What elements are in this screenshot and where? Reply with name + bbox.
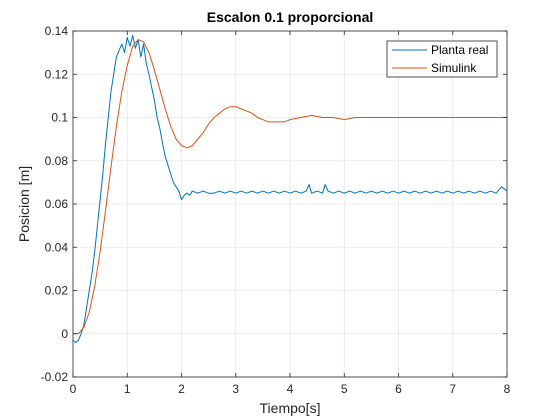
x-tick-label: 3 xyxy=(232,382,239,396)
legend: Planta real Simulink xyxy=(386,40,498,78)
x-tick-label: 6 xyxy=(395,382,402,396)
tick-marks xyxy=(72,30,508,378)
series-line-planta-real xyxy=(72,34,508,343)
x-axis-title: Tiempo[s] xyxy=(260,400,321,416)
series-line-simulink xyxy=(73,39,507,335)
x-tick-label: 1 xyxy=(124,382,131,396)
x-tick-label: 0 xyxy=(70,382,77,396)
y-tick-label: 0.08 xyxy=(45,154,69,168)
x-tick-label: 4 xyxy=(287,382,294,396)
y-tick-label: 0.1 xyxy=(51,111,68,125)
y-tick-label: 0 xyxy=(61,327,68,341)
y-tick-label: 0.02 xyxy=(45,284,69,298)
y-tick-label: 0.12 xyxy=(45,67,69,81)
tick-labels: 0 1 2 3 4 5 6 7 8-0.0200.020.040.060.080.10.120.… xyxy=(41,24,511,396)
legend-label-planta-real: Planta real xyxy=(431,43,488,57)
y-tick-label: 0.14 xyxy=(45,24,69,38)
legend-box xyxy=(386,40,498,78)
y-tick-label: 0.04 xyxy=(45,240,69,254)
chart-title: Escalon 0.1 proporcional xyxy=(207,9,374,25)
series-lines xyxy=(72,34,508,343)
y-tick-label: 0.06 xyxy=(45,197,69,211)
x-tick-label: 7 xyxy=(449,382,456,396)
legend-label-simulink: Simulink xyxy=(431,61,477,75)
x-tick-label: 5 xyxy=(341,382,348,396)
x-tick-label: 8 xyxy=(504,382,511,396)
y-axis-title: Posicion [m] xyxy=(16,166,32,242)
x-tick-label: 2 xyxy=(178,382,185,396)
y-tick-label: -0.02 xyxy=(41,370,69,384)
